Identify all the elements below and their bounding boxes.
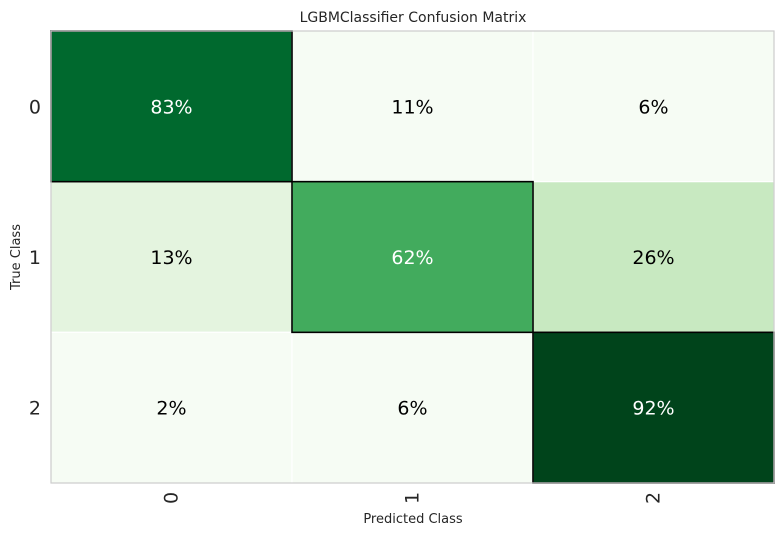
heatmap-cell bbox=[50, 30, 293, 183]
heatmap-cells: 83% 11% 6% 13% 62% 26% 2% 6% 92% bbox=[50, 30, 775, 484]
heatmap-cell bbox=[50, 181, 293, 333]
plot-frame bbox=[50, 30, 775, 484]
y-tick-label: 2 bbox=[29, 398, 41, 420]
x-tick-label: 2 bbox=[643, 492, 665, 504]
x-tick-label: 0 bbox=[161, 492, 183, 504]
cell-value-label: 92% bbox=[632, 398, 674, 420]
y-tick-labels: 0 1 2 bbox=[29, 96, 41, 419]
cell-value-label: 2% bbox=[156, 398, 186, 420]
heatmap-cell bbox=[532, 181, 775, 333]
cell-value-label: 11% bbox=[391, 96, 433, 118]
chart-title: LGBMClassifier Confusion Matrix bbox=[300, 10, 527, 26]
y-tick-label: 1 bbox=[29, 247, 41, 269]
x-axis-label: Predicted Class bbox=[363, 512, 463, 527]
cell-value-label: 62% bbox=[391, 247, 433, 269]
heatmap-cell bbox=[291, 30, 534, 183]
x-tick-labels: 0 1 2 bbox=[161, 492, 665, 504]
cell-value-label: 6% bbox=[638, 96, 668, 118]
heatmap-cell bbox=[291, 181, 534, 333]
cell-value-label: 26% bbox=[632, 247, 674, 269]
heatmap-cell bbox=[291, 331, 534, 484]
heatmap-cell bbox=[50, 331, 293, 484]
diagonal-cell-outline bbox=[291, 180, 534, 334]
cell-value-label: 83% bbox=[150, 96, 192, 118]
cell-value-label: 6% bbox=[397, 398, 427, 420]
y-tick-label: 0 bbox=[29, 96, 41, 118]
cell-value-label: 13% bbox=[150, 247, 192, 269]
y-axis-label: True Class bbox=[9, 224, 24, 291]
x-tick-label: 1 bbox=[402, 492, 424, 504]
